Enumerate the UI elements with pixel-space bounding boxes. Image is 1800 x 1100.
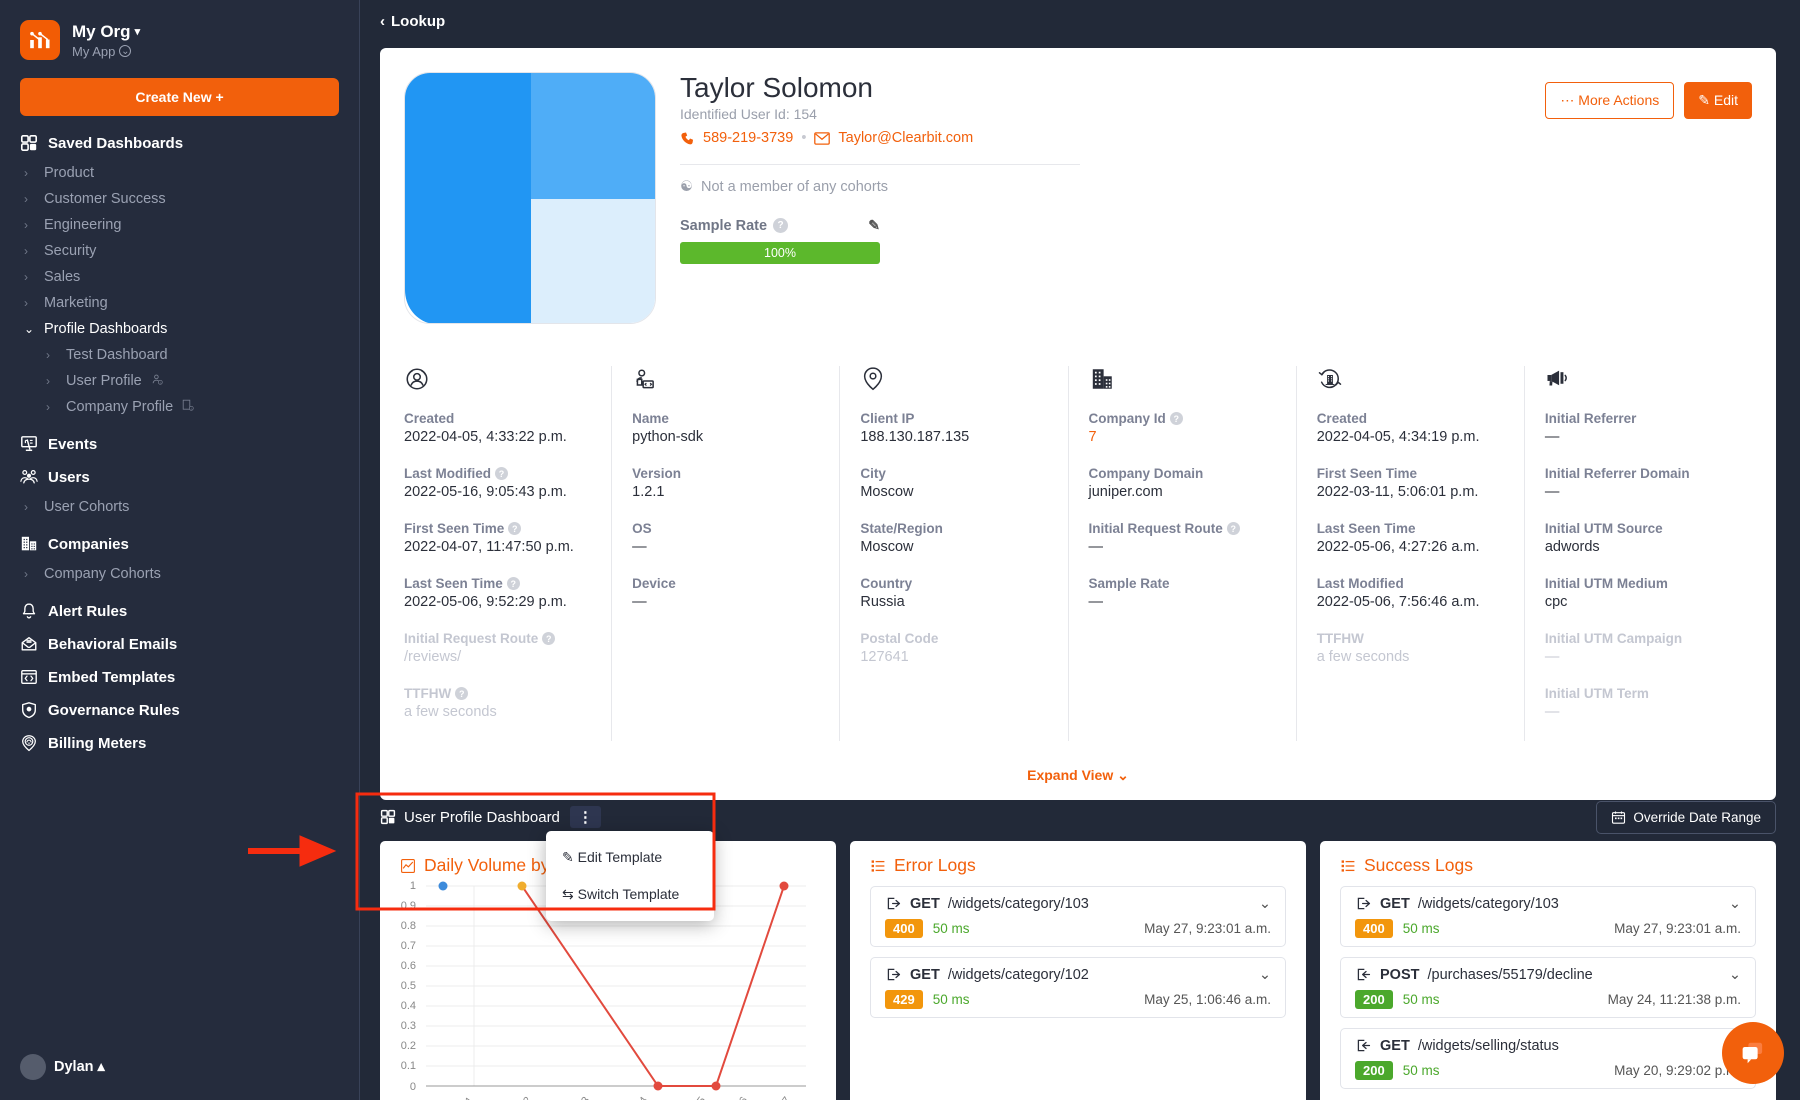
svg-text:'21: '21 xyxy=(458,1095,476,1100)
svg-text:0.4: 0.4 xyxy=(401,1000,416,1012)
svg-text:'26: '26 xyxy=(732,1095,750,1100)
svg-text:'27: '27 xyxy=(775,1095,793,1100)
svg-text:0.1: 0.1 xyxy=(401,1060,416,1072)
svg-text:'23: '23 xyxy=(574,1095,592,1100)
svg-text:0.7: 0.7 xyxy=(401,940,416,952)
svg-text:0.8: 0.8 xyxy=(401,920,416,932)
svg-text:0.5: 0.5 xyxy=(401,980,416,992)
svg-text:'24: '24 xyxy=(632,1095,650,1100)
svg-text:'25: '25 xyxy=(690,1095,708,1100)
svg-text:0.6: 0.6 xyxy=(401,960,416,972)
svg-text:0.2: 0.2 xyxy=(401,1040,416,1052)
svg-text:0: 0 xyxy=(410,1081,416,1093)
svg-text:0.3: 0.3 xyxy=(401,1020,416,1032)
svg-text:'22: '22 xyxy=(516,1095,534,1100)
svg-text:0.9: 0.9 xyxy=(401,900,416,912)
svg-text:1: 1 xyxy=(410,880,416,892)
